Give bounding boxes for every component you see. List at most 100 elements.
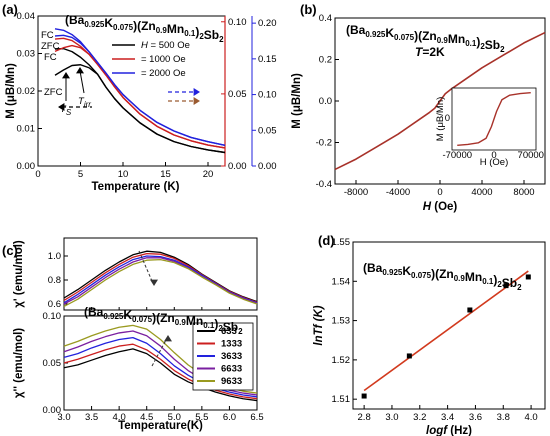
lower-y-tick-label: 0.05 bbox=[43, 358, 62, 369]
zfc-curve-2 bbox=[54, 34, 226, 146]
fc-label-black: FC bbox=[44, 52, 57, 63]
panel-a-magnetization-vs-temperature: 0 5 10 15 20 Temperature (K) 0.00 0.01 0.02 0.03 0… bbox=[2, 2, 277, 193]
inset-x-label: H (Oe) bbox=[480, 157, 509, 168]
legend-label-3: 6633 bbox=[221, 364, 242, 375]
panel-label-a: (a) bbox=[2, 2, 18, 17]
y-tick-label: 1.51 bbox=[332, 394, 351, 405]
inset-x-tick: 70000 bbox=[518, 150, 544, 161]
chi-real-curve-0 bbox=[63, 250, 258, 303]
y-tick-label: 0.04 bbox=[17, 11, 36, 22]
x-tick-label: 5 bbox=[78, 169, 83, 180]
x-tick-label: 3.4 bbox=[441, 412, 454, 423]
x-tick-label: 0 bbox=[35, 169, 40, 180]
zfc-curve-0 bbox=[54, 64, 226, 154]
x-tick-label: 0 bbox=[437, 187, 442, 198]
x-axis-label: H (Oe) bbox=[423, 201, 458, 213]
panel-label-b: (b) bbox=[300, 2, 317, 17]
x-tick-label: 3.0 bbox=[385, 412, 398, 423]
fc-curve-1 bbox=[54, 37, 226, 149]
y-tick-label: -0.2 bbox=[316, 138, 332, 149]
panel-d-title: (Ba0.925K0.075)(Zn0.9Mn0.1)2Sb2 bbox=[363, 261, 522, 292]
legend-label-2: = 2000 Oe bbox=[141, 68, 186, 79]
blue-tick-label: 0.05 bbox=[258, 125, 277, 136]
zfc-curve-1 bbox=[54, 44, 226, 149]
y-axis-label: M (μB/Mn) bbox=[291, 73, 303, 129]
upper-shift-arrow bbox=[138, 250, 153, 282]
x-tick-label: 8000 bbox=[513, 187, 534, 198]
y-tick-label: 1.52 bbox=[332, 355, 351, 366]
y-axis-label: lnTf (K) bbox=[313, 305, 325, 345]
y-tick-label: 0.0 bbox=[319, 96, 332, 107]
legend-label-4: 9633 bbox=[221, 376, 242, 387]
y-tick-label: -0.4 bbox=[316, 179, 332, 190]
x-tick-label: 4.0 bbox=[113, 412, 126, 423]
panel-b-title: (Ba0.925K0.075)(Zn0.9Mn0.1)2Sb2 bbox=[346, 23, 505, 54]
y-tick-label: 0.02 bbox=[17, 86, 36, 97]
x-tick-label: 3.8 bbox=[497, 412, 510, 423]
panel-label-c: (c) bbox=[2, 243, 18, 258]
x-tick-label: 3.6 bbox=[469, 412, 482, 423]
red-tick-label: 0.05 bbox=[228, 89, 247, 100]
inset-x-tick: 0 bbox=[491, 150, 496, 161]
x-tick-label: -8000 bbox=[344, 187, 368, 198]
x-axis-label: Temperature (K) bbox=[92, 181, 180, 193]
data-point bbox=[467, 307, 473, 313]
tirr-arrow-head bbox=[76, 67, 84, 74]
zfc-label-red: ZFC bbox=[41, 41, 60, 52]
x-axis-label: Temperature(K) bbox=[118, 420, 203, 432]
x-tick-label: 4.5 bbox=[140, 412, 153, 423]
x-tick-label: 5.0 bbox=[168, 412, 181, 423]
inset-y-label: M (μB/Mn) bbox=[435, 97, 446, 142]
legend-label-0: H = 500 Oe bbox=[141, 40, 190, 51]
blue-tick-label: 0.15 bbox=[258, 54, 277, 65]
y-tick-label: 0.00 bbox=[17, 161, 36, 172]
data-point bbox=[361, 393, 367, 399]
panel-c-ac-susceptibility: 3.0 3.5 4.0 4.5 5.0 5.5 6.0 6.5 Temperature(K) 0.… bbox=[2, 237, 264, 432]
panel-b-magnetization-vs-field: -8000 -4000 0 4000 8000 -0.4 -0.2 0.0 0.2 0.4 H (O… bbox=[291, 2, 546, 213]
panel-label-d: (d) bbox=[318, 233, 335, 248]
legend-label-0: 633 bbox=[221, 326, 237, 337]
inset-y-tick: 0 bbox=[445, 113, 450, 124]
x-axis-label: logf (Hz) bbox=[426, 425, 472, 436]
chi-imag-curve-2 bbox=[63, 336, 258, 398]
legend-label-2: 3633 bbox=[221, 351, 242, 362]
tirr-arrow-line bbox=[79, 70, 85, 94]
x-tick-label: 15 bbox=[160, 169, 171, 180]
y-axis-label: M (μB/Mn) bbox=[5, 63, 17, 119]
lower-shift-arrow-head bbox=[164, 335, 172, 342]
x-tick-label: 6.5 bbox=[250, 412, 263, 423]
panel-c-upper-frame bbox=[63, 237, 258, 311]
x-tick-label: 20 bbox=[203, 169, 214, 180]
x-tick-label: 3.5 bbox=[85, 412, 98, 423]
x-tick-label: 5.5 bbox=[195, 412, 208, 423]
chi-imag-curve-1 bbox=[63, 343, 258, 400]
dir-arrow-blue-head bbox=[193, 88, 200, 96]
x-tick-label: -4000 bbox=[386, 187, 410, 198]
ts-arrow-head bbox=[62, 72, 70, 79]
data-point bbox=[525, 274, 531, 280]
chi-real-curve-4 bbox=[63, 258, 258, 307]
red-tick-label: 0.00 bbox=[228, 161, 247, 172]
data-point bbox=[503, 283, 509, 289]
lower-y-tick-label: 0.10 bbox=[43, 311, 62, 322]
inset-curve bbox=[457, 91, 531, 147]
panel-d-frame bbox=[352, 241, 546, 410]
legend-label-1: 1333 bbox=[221, 339, 242, 350]
blue-tick-label: 0.00 bbox=[258, 161, 277, 172]
x-tick-label: 2.8 bbox=[358, 412, 371, 423]
x-tick-label: 3.0 bbox=[57, 412, 70, 423]
y-tick-label: 1.55 bbox=[332, 237, 351, 248]
panel-a-title: (Ba0.925K0.075)(Zn0.9Mn0.1)2Sb2 bbox=[65, 13, 224, 44]
upper-y-axis-label: χ' (emu/mol) bbox=[13, 240, 25, 308]
y-tick-label: 0.03 bbox=[17, 49, 36, 60]
x-tick-label: 10 bbox=[118, 169, 129, 180]
x-tick-label: 4000 bbox=[471, 187, 492, 198]
data-point bbox=[406, 353, 412, 359]
panel-b-subtitle: T=2K bbox=[415, 45, 445, 59]
lower-y-tick-label: 0.00 bbox=[43, 405, 62, 416]
y-tick-label: 0.01 bbox=[17, 124, 36, 135]
blue-tick-label: 0.20 bbox=[258, 18, 277, 29]
y-tick-label: 0.2 bbox=[319, 55, 332, 66]
x-tick-label: 4.0 bbox=[524, 412, 537, 423]
